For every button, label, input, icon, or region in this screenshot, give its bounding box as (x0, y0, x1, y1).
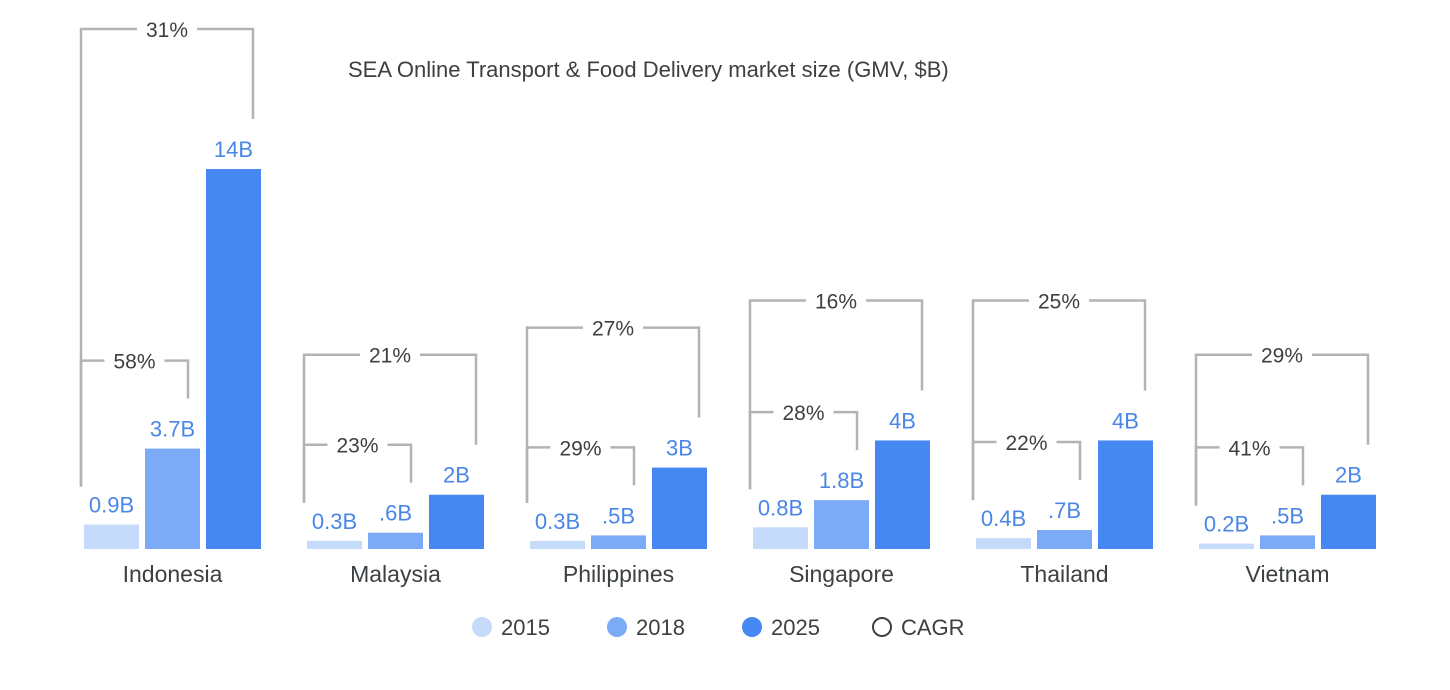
bar-malaysia-2025 (429, 494, 484, 549)
value-label-singapore-2015: 0.8B (758, 495, 803, 520)
bar-philippines-2018 (591, 535, 646, 549)
legend-label-cagr: CAGR (901, 615, 965, 640)
legend-label-2018: 2018 (636, 615, 685, 640)
cagr-label-indonesia-2015-2025: 31% (146, 19, 188, 42)
category-label-thailand: Thailand (1020, 561, 1108, 587)
cagr-brackets (79, 27, 1370, 506)
legend-marker-2015 (472, 617, 492, 637)
bar-vietnam-2018 (1260, 535, 1315, 549)
bar-thailand-2015 (976, 538, 1031, 549)
value-label-singapore-2025: 4B (889, 408, 916, 433)
value-label-malaysia-2018: .6B (379, 501, 412, 526)
value-label-indonesia-2018: 3.7B (150, 417, 195, 442)
cagr-label-indonesia-2015-2018: 58% (113, 351, 155, 374)
cagr-label-vietnam-2015-2018: 41% (1228, 437, 1270, 460)
value-label-malaysia-2015: 0.3B (312, 509, 357, 534)
bar-philippines-2015 (530, 540, 585, 549)
category-label-malaysia: Malaysia (350, 561, 441, 587)
cagr-bracket-vietnam-2015-2025 (1194, 353, 1370, 506)
value-label-indonesia-2015: 0.9B (89, 493, 134, 518)
cagr-bracket-philippines-2015-2025 (525, 326, 701, 503)
value-label-malaysia-2025: 2B (443, 463, 470, 488)
cagr-label-thailand-2015-2018: 22% (1005, 432, 1047, 455)
category-label-philippines: Philippines (563, 561, 674, 587)
bar-singapore-2025 (875, 440, 930, 549)
value-label-thailand-2025: 4B (1112, 408, 1139, 433)
cagr-label-thailand-2015-2025: 25% (1038, 290, 1080, 313)
legend-label-2015: 2015 (501, 615, 550, 640)
value-label-thailand-2015: 0.4B (981, 506, 1026, 531)
value-label-philippines-2018: .5B (602, 503, 635, 528)
value-label-vietnam-2018: .5B (1271, 503, 1304, 528)
cagr-bracket-thailand-2015-2025 (971, 299, 1147, 501)
bar-singapore-2015 (753, 527, 808, 549)
value-label-indonesia-2025: 14B (214, 137, 253, 162)
value-label-thailand-2018: .7B (1048, 498, 1081, 523)
category-label-singapore: Singapore (789, 561, 894, 587)
cagr-label-philippines-2015-2018: 29% (559, 437, 601, 460)
value-label-vietnam-2025: 2B (1335, 463, 1362, 488)
legend-marker-2025 (742, 617, 762, 637)
cagr-bracket-singapore-2015-2025 (748, 299, 924, 490)
legend: 2015 2018 2025 CAGR (472, 615, 965, 640)
bar-indonesia-2025 (206, 169, 261, 550)
bar-malaysia-2015 (307, 540, 362, 549)
bars (84, 169, 1376, 550)
value-label-philippines-2025: 3B (666, 436, 693, 461)
cagr-label-singapore-2015-2025: 16% (815, 290, 857, 313)
chart-title: SEA Online Transport & Food Delivery mar… (348, 57, 949, 82)
bar-vietnam-2015 (1199, 543, 1254, 549)
bar-indonesia-2018 (145, 448, 200, 549)
cagr-bracket-indonesia-2015-2025 (79, 27, 255, 487)
cagr-label-singapore-2015-2018: 28% (782, 402, 824, 425)
value-label-singapore-2018: 1.8B (819, 468, 864, 493)
bar-malaysia-2018 (368, 532, 423, 549)
cagr-label-malaysia-2015-2025: 21% (369, 345, 411, 368)
legend-marker-cagr (872, 617, 892, 637)
legend-marker-2018 (607, 617, 627, 637)
bar-singapore-2018 (814, 500, 869, 549)
cagr-bracket-malaysia-2015-2025 (302, 353, 478, 503)
cagr-label-malaysia-2015-2018: 23% (336, 435, 378, 458)
bar-vietnam-2025 (1321, 494, 1376, 549)
bar-thailand-2018 (1037, 530, 1092, 549)
bar-philippines-2025 (652, 467, 707, 549)
value-label-philippines-2015: 0.3B (535, 509, 580, 534)
category-label-indonesia: Indonesia (123, 561, 223, 587)
bar-indonesia-2015 (84, 524, 139, 549)
labels: 0.9B 3.7B 14B Indonesia 58% 31% 0.3B .6B 2B Malay… (89, 19, 1362, 587)
cagr-label-vietnam-2015-2025: 29% (1261, 345, 1303, 368)
value-label-vietnam-2015: 0.2B (1204, 512, 1249, 537)
cagr-label-philippines-2015-2025: 27% (592, 318, 634, 341)
category-label-vietnam: Vietnam (1246, 561, 1330, 587)
legend-label-2025: 2025 (771, 615, 820, 640)
bar-thailand-2025 (1098, 440, 1153, 549)
